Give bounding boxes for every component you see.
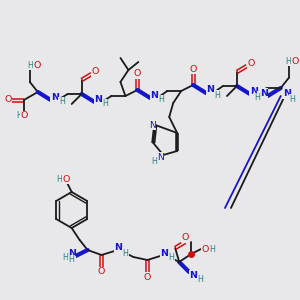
Text: H: H	[214, 91, 220, 100]
Text: O: O	[182, 233, 189, 242]
Text: N: N	[115, 244, 122, 253]
Text: N: N	[94, 94, 103, 103]
Text: N: N	[150, 91, 158, 100]
Text: H: H	[290, 94, 296, 103]
Text: O: O	[189, 64, 197, 74]
Text: H: H	[103, 100, 109, 109]
Text: H: H	[122, 248, 128, 257]
Text: H: H	[69, 256, 75, 265]
Text: H: H	[62, 254, 68, 262]
Text: O: O	[4, 95, 12, 104]
Text: O: O	[98, 268, 105, 277]
Text: H: H	[16, 112, 22, 121]
Text: H: H	[286, 56, 292, 65]
Text: H: H	[152, 158, 157, 166]
Text: N: N	[68, 248, 76, 257]
Text: O: O	[33, 61, 40, 70]
Text: N: N	[206, 85, 214, 94]
Text: O: O	[92, 68, 99, 76]
Text: O: O	[134, 70, 141, 79]
Text: H: H	[56, 175, 62, 184]
Text: N: N	[149, 121, 156, 130]
Text: O: O	[20, 112, 28, 121]
Text: N: N	[250, 86, 258, 95]
Text: N: N	[160, 248, 168, 257]
Text: N: N	[260, 88, 268, 98]
Text: O: O	[144, 272, 151, 281]
Text: H: H	[59, 98, 65, 106]
Text: N: N	[283, 89, 291, 98]
Text: N: N	[157, 152, 164, 161]
Text: H: H	[209, 244, 215, 253]
Text: H: H	[27, 61, 33, 70]
Text: N: N	[189, 271, 197, 280]
Text: H: H	[197, 275, 203, 284]
Text: H: H	[158, 95, 164, 104]
Text: O: O	[201, 244, 209, 253]
Text: O: O	[247, 59, 254, 68]
Text: O: O	[292, 56, 299, 65]
Text: H: H	[168, 254, 174, 262]
Text: N: N	[51, 92, 59, 101]
Text: H: H	[258, 92, 264, 100]
Text: O: O	[62, 175, 69, 184]
Text: H: H	[254, 94, 260, 103]
